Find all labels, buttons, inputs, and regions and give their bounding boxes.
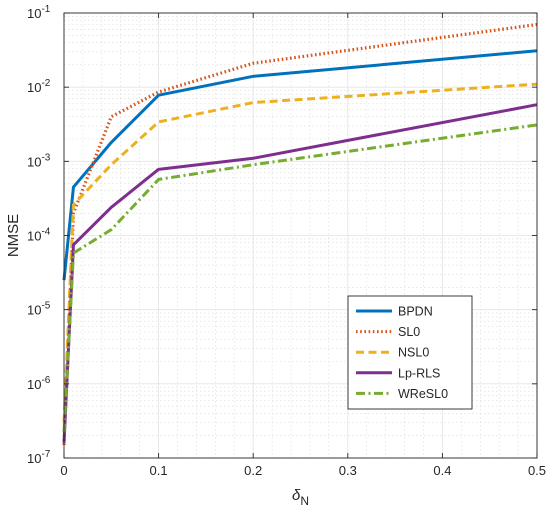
legend-label-sl0: SL0 [398, 325, 420, 339]
y-tick-label: 10-2 [27, 78, 51, 95]
legend: BPDN SL0 NSL0 Lp-RLS WReSL0 [347, 295, 473, 410]
y-tick-label: 10-4 [27, 227, 51, 244]
x-tick-label: 0.4 [433, 463, 451, 478]
series-line-bpdn: BPDN [62, 49, 538, 281]
legend-label-bpdn: BPDN [398, 305, 433, 319]
series-line-wresl0: WReSL0 [62, 123, 538, 433]
legend-label-lp-rls: Lp-RLS [398, 366, 440, 380]
y-tick-label: 10-5 [27, 301, 51, 318]
series-line-lp-rls: Lp-RLS [62, 103, 538, 443]
y-tick-label: 10-3 [27, 152, 51, 169]
legend-label-nsl0: NSL0 [398, 346, 429, 360]
x-tick-label: 0.5 [528, 463, 546, 478]
x-tick-label: 0 [60, 463, 67, 478]
x-tick-label: 0.1 [150, 463, 168, 478]
y-tick-label: 10-7 [27, 449, 51, 466]
y-tick-label: 10-1 [27, 4, 51, 21]
legend-label-wresl0: WReSL0 [398, 387, 448, 401]
series-line-nsl0: NSL0 [62, 82, 538, 423]
y-axis-label: NMSE [5, 214, 22, 257]
plot-area: BPDN SL0 NSL0 Lp-RLS WReSL0 0 0.1 0.2 0.3 0.4 0.5 1… [5, 4, 546, 508]
x-tick-label: 0.3 [339, 463, 357, 478]
x-axis-label: δN [292, 487, 309, 508]
x-tick-label: 0.2 [244, 463, 262, 478]
y-tick-label: 10-6 [27, 375, 51, 392]
